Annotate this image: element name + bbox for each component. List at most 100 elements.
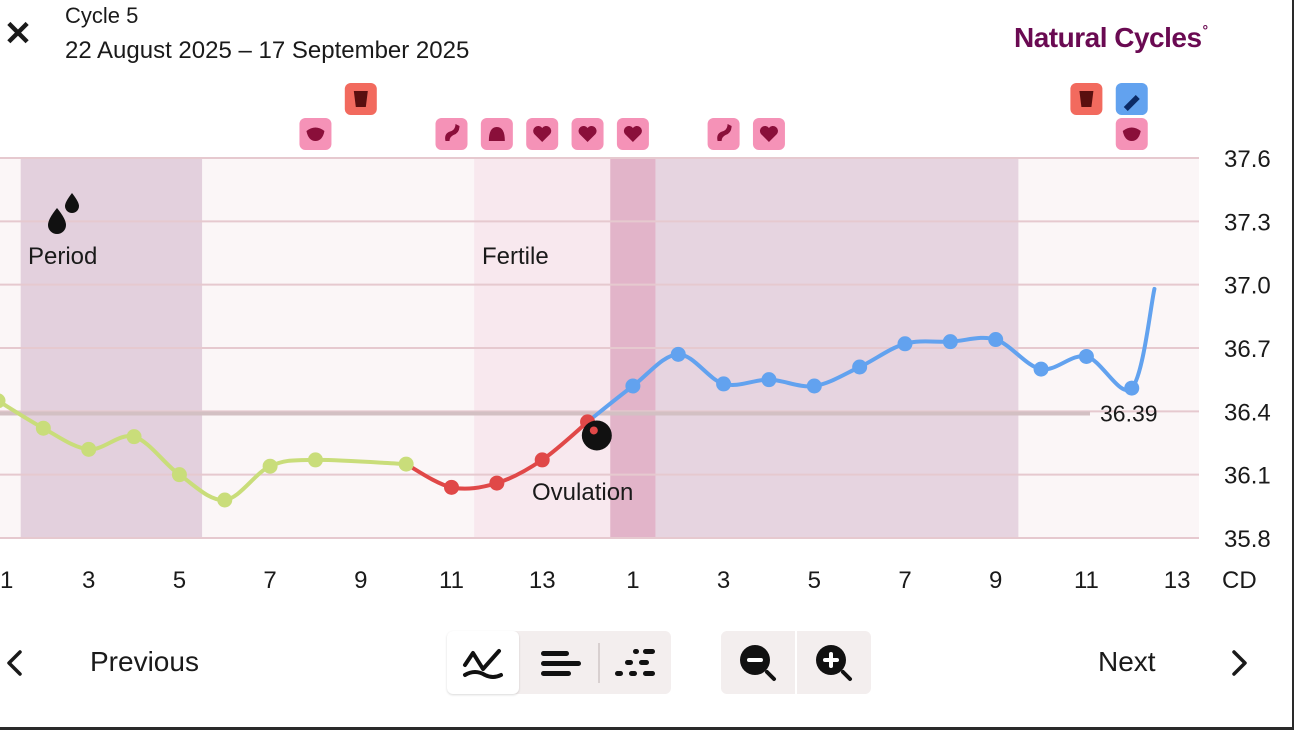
mouth-icon[interactable]: [1115, 118, 1148, 150]
fertile-label: Fertile: [482, 243, 549, 270]
heart-icon-glyph: [578, 126, 597, 142]
temperature-point[interactable]: [897, 336, 913, 352]
temperature-chart[interactable]: 37.6 37.3 37.0 36.7 36.4 36.1 35.8 36.39 Period F…: [0, 80, 1296, 600]
temperature-point[interactable]: [489, 475, 505, 491]
temperature-point[interactable]: [444, 479, 459, 495]
temperature-point[interactable]: [307, 452, 323, 468]
next-button[interactable]: Next: [1098, 646, 1156, 677]
temperature-point[interactable]: [262, 458, 278, 474]
y-tick-label: 37.0: [1224, 273, 1271, 300]
chevron-left-icon[interactable]: [2, 646, 28, 680]
x-tick-label: 5: [808, 567, 821, 594]
temperature-point[interactable]: [217, 492, 233, 508]
x-tick-label: 13: [529, 567, 556, 594]
x-tick-label: 9: [354, 567, 367, 594]
cup-icon-glyph: [353, 91, 368, 107]
zoom-out-icon: [740, 644, 776, 681]
leaf-icon[interactable]: [480, 118, 513, 150]
sparkle-icon-glyph: [717, 124, 732, 141]
period-label: Period: [28, 243, 97, 270]
cycle-date-range: 22 August 2025 – 17 September 2025: [65, 37, 470, 64]
temperature-point[interactable]: [1078, 348, 1094, 364]
line-graph-icon: [463, 648, 503, 679]
x-tick-label: 13: [1164, 567, 1191, 594]
temperature-point[interactable]: [126, 429, 142, 445]
y-tick-label: 37.3: [1224, 209, 1271, 236]
heart-icon[interactable]: [526, 118, 559, 150]
y-tick-label: 36.1: [1224, 463, 1271, 490]
ovulation-label: Ovulation: [532, 479, 633, 506]
bars-view-button[interactable]: [527, 631, 595, 694]
ovulation-marker-dot: [589, 426, 598, 435]
zoom-in-button[interactable]: [797, 631, 871, 694]
line-graph-view-button[interactable]: [447, 631, 519, 694]
temperature-point[interactable]: [1033, 361, 1049, 377]
coverline-label: 36.39: [1100, 400, 1158, 426]
temperature-point[interactable]: [670, 346, 686, 362]
dots-view-button[interactable]: [601, 631, 669, 694]
x-tick-label: 1: [626, 567, 639, 594]
temperature-point[interactable]: [988, 332, 1004, 348]
cup-icon-glyph: [1079, 91, 1094, 107]
x-tick-label: 3: [82, 567, 95, 594]
pen-plus-icon[interactable]: [1115, 83, 1148, 115]
sparkle-icon[interactable]: [707, 118, 740, 150]
zoom-out-button[interactable]: [721, 631, 795, 694]
temperature-point[interactable]: [1124, 380, 1140, 396]
temperature-point[interactable]: [35, 420, 51, 436]
temperature-point[interactable]: [716, 376, 732, 392]
x-axis-unit-label: CD: [1222, 567, 1257, 594]
period-drop-icon: [65, 193, 79, 213]
heart-icon[interactable]: [616, 118, 649, 150]
bars-icon: [541, 650, 581, 676]
brand-logo: Natural Cycles°: [1014, 22, 1208, 54]
mouth-icon-glyph: [306, 127, 325, 141]
temperature-point[interactable]: [0, 393, 6, 409]
view-switcher: [447, 631, 671, 694]
period-drop-icon: [48, 208, 66, 234]
cup-icon[interactable]: [1070, 83, 1103, 115]
cycle-title: Cycle 5: [65, 3, 139, 28]
previous-button[interactable]: Previous: [90, 646, 199, 677]
y-tick-label: 36.4: [1224, 399, 1271, 426]
hand-icon[interactable]: [435, 118, 468, 150]
shield-heart-icon[interactable]: [752, 118, 785, 150]
hand-icon-glyph: [445, 124, 460, 141]
close-icon[interactable]: ✕: [3, 15, 33, 53]
y-tick-label: 37.6: [1224, 146, 1271, 173]
x-tick-label: 3: [717, 567, 730, 594]
temperature-point[interactable]: [534, 452, 550, 468]
temperature-point[interactable]: [398, 456, 414, 472]
chevron-right-icon[interactable]: [1226, 646, 1252, 680]
dots-icon: [615, 648, 655, 676]
temperature-point[interactable]: [625, 378, 641, 394]
pen-plus-icon-glyph: [1123, 95, 1140, 111]
temperature-point[interactable]: [171, 467, 187, 483]
cup-icon[interactable]: [344, 83, 377, 115]
temperature-point[interactable]: [761, 372, 777, 388]
ovulation-marker[interactable]: [581, 420, 612, 451]
x-tick-label: 11: [439, 567, 464, 594]
x-tick-label: 11: [1074, 567, 1099, 594]
zoom-in-icon: [816, 644, 852, 681]
heart-icon-glyph: [623, 126, 642, 142]
mouth-icon[interactable]: [299, 118, 332, 150]
brand-mark: °: [1202, 22, 1209, 38]
temperature-point[interactable]: [81, 441, 97, 457]
x-tick-label: 5: [173, 567, 186, 594]
x-tick-label: 7: [263, 567, 276, 594]
y-tick-label: 36.7: [1224, 336, 1271, 363]
temperature-point[interactable]: [852, 359, 868, 375]
shield-heart-icon-glyph: [759, 126, 778, 142]
temperature-point[interactable]: [942, 334, 958, 350]
y-tick-label: 35.8: [1224, 526, 1271, 553]
zoom-divider: [795, 631, 797, 694]
x-tick-label: 9: [989, 567, 1002, 594]
heart-icon-glyph: [533, 126, 552, 142]
heart-icon[interactable]: [571, 118, 604, 150]
mouth-icon-glyph: [1122, 127, 1141, 141]
x-tick-label: 7: [898, 567, 911, 594]
zoom-controls: [721, 631, 871, 694]
temperature-point[interactable]: [806, 378, 822, 394]
